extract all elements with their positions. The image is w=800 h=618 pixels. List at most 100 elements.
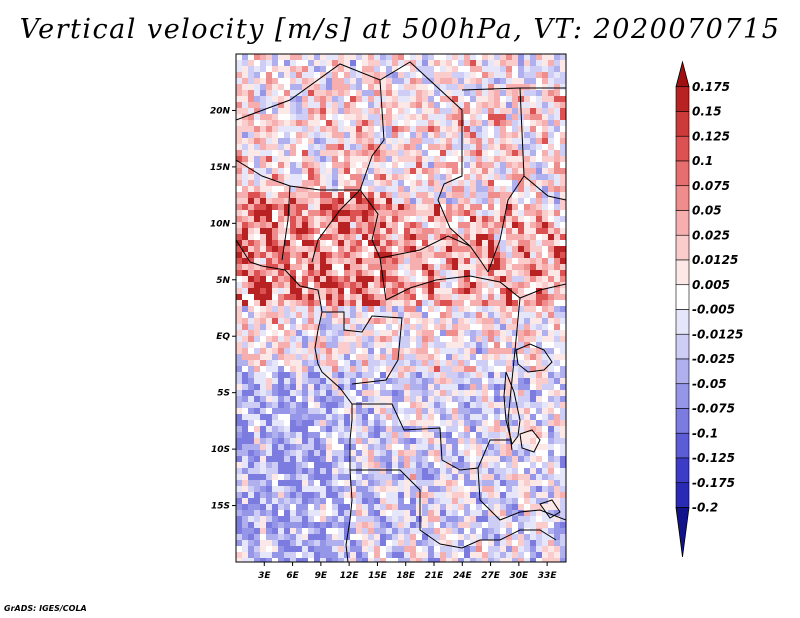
field-cell [254, 408, 260, 414]
field-cell [446, 126, 452, 132]
field-cell [422, 132, 428, 138]
field-cell [494, 540, 500, 546]
field-cell [434, 60, 440, 66]
field-cell [290, 114, 296, 120]
field-cell [380, 420, 386, 426]
field-cell [362, 558, 368, 562]
field-cell [440, 114, 446, 120]
field-cell [434, 282, 440, 288]
field-cell [374, 174, 380, 180]
field-cell [314, 252, 320, 258]
field-cell [512, 498, 518, 504]
field-cell [242, 378, 248, 384]
field-cell [302, 234, 308, 240]
field-cell [476, 150, 482, 156]
field-cell [410, 78, 416, 84]
field-cell [320, 372, 326, 378]
field-cell [242, 144, 248, 150]
field-cell [398, 414, 404, 420]
field-cell [266, 552, 272, 558]
field-cell [404, 180, 410, 186]
field-cell [278, 474, 284, 480]
field-cell [530, 552, 536, 558]
field-cell [554, 426, 560, 432]
field-cell [374, 456, 380, 462]
field-cell [386, 552, 392, 558]
field-cell [524, 150, 530, 156]
field-cell [500, 102, 506, 108]
field-cell [236, 540, 242, 546]
colorbar-segment [675, 358, 690, 385]
field-cell [530, 300, 536, 306]
field-cell [404, 450, 410, 456]
field-cell [338, 234, 344, 240]
field-cell [392, 354, 398, 360]
field-cell [398, 306, 404, 312]
field-cell [512, 486, 518, 492]
field-cell [422, 318, 428, 324]
field-cell [488, 330, 494, 336]
field-cell [386, 108, 392, 114]
field-cell [362, 450, 368, 456]
field-cell [470, 156, 476, 162]
field-cell [278, 258, 284, 264]
field-cell [440, 390, 446, 396]
field-cell [524, 474, 530, 480]
field-cell [500, 114, 506, 120]
field-cell [254, 240, 260, 246]
field-cell [272, 270, 278, 276]
field-cell [236, 342, 242, 348]
field-cell [386, 252, 392, 258]
field-cell [494, 138, 500, 144]
field-cell [500, 294, 506, 300]
field-cell [404, 78, 410, 84]
field-cell [458, 456, 464, 462]
field-cell [470, 366, 476, 372]
field-cell [542, 474, 548, 480]
field-cell [386, 360, 392, 366]
field-cell [356, 498, 362, 504]
field-cell [278, 402, 284, 408]
field-cell [518, 150, 524, 156]
field-cell [500, 408, 506, 414]
field-cell [494, 162, 500, 168]
field-cell [374, 546, 380, 552]
field-cell [464, 510, 470, 516]
field-cell [542, 90, 548, 96]
field-cell [386, 306, 392, 312]
field-cell [344, 282, 350, 288]
field-cell [404, 510, 410, 516]
field-cell [548, 426, 554, 432]
field-cell [506, 438, 512, 444]
field-cell [416, 66, 422, 72]
field-cell [554, 198, 560, 204]
field-cell [500, 90, 506, 96]
field-cell [464, 462, 470, 468]
field-cell [248, 438, 254, 444]
field-cell [440, 372, 446, 378]
field-cell [248, 348, 254, 354]
field-cell [242, 306, 248, 312]
field-cell [482, 54, 488, 60]
field-cell [368, 396, 374, 402]
field-cell [254, 270, 260, 276]
field-cell [260, 552, 266, 558]
field-cell [482, 486, 488, 492]
field-cell [344, 324, 350, 330]
field-cell [296, 162, 302, 168]
field-cell [314, 528, 320, 534]
field-cell [440, 150, 446, 156]
field-cell [422, 282, 428, 288]
field-cell [506, 312, 512, 318]
field-cell [536, 180, 542, 186]
field-cell [500, 198, 506, 204]
field-cell [542, 276, 548, 282]
field-cell [278, 72, 284, 78]
field-cell [284, 504, 290, 510]
field-cell [464, 204, 470, 210]
field-cell [554, 144, 560, 150]
field-cell [296, 438, 302, 444]
field-cell [272, 114, 278, 120]
field-cell [458, 402, 464, 408]
field-cell [368, 246, 374, 252]
